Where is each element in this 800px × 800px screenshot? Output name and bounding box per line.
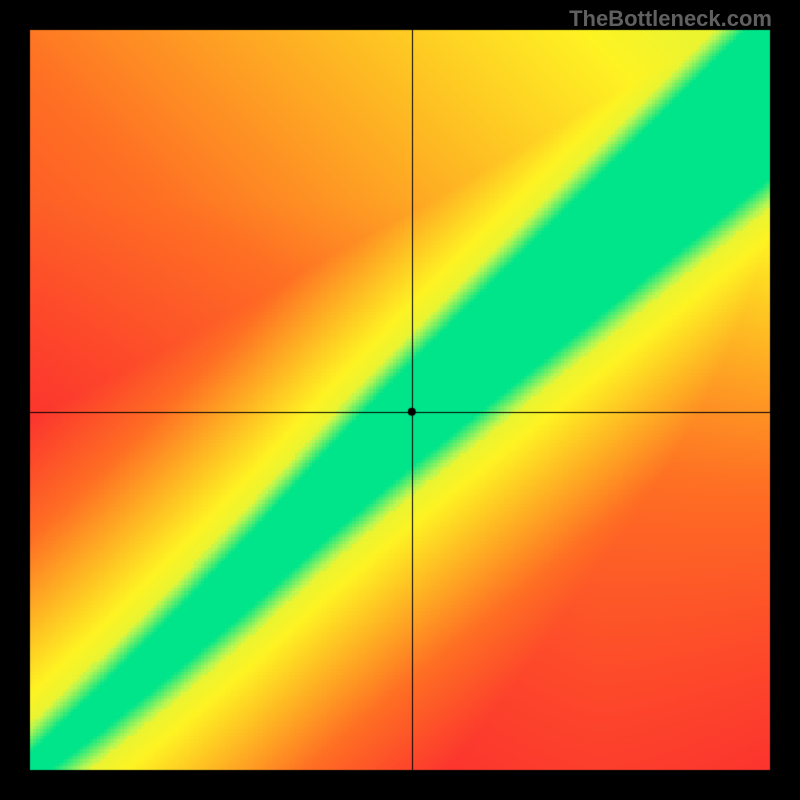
watermark-text: TheBottleneck.com [569, 6, 772, 32]
bottleneck-heatmap [0, 0, 800, 800]
chart-container: { "canvas": { "width": 800, "height": 80… [0, 0, 800, 800]
